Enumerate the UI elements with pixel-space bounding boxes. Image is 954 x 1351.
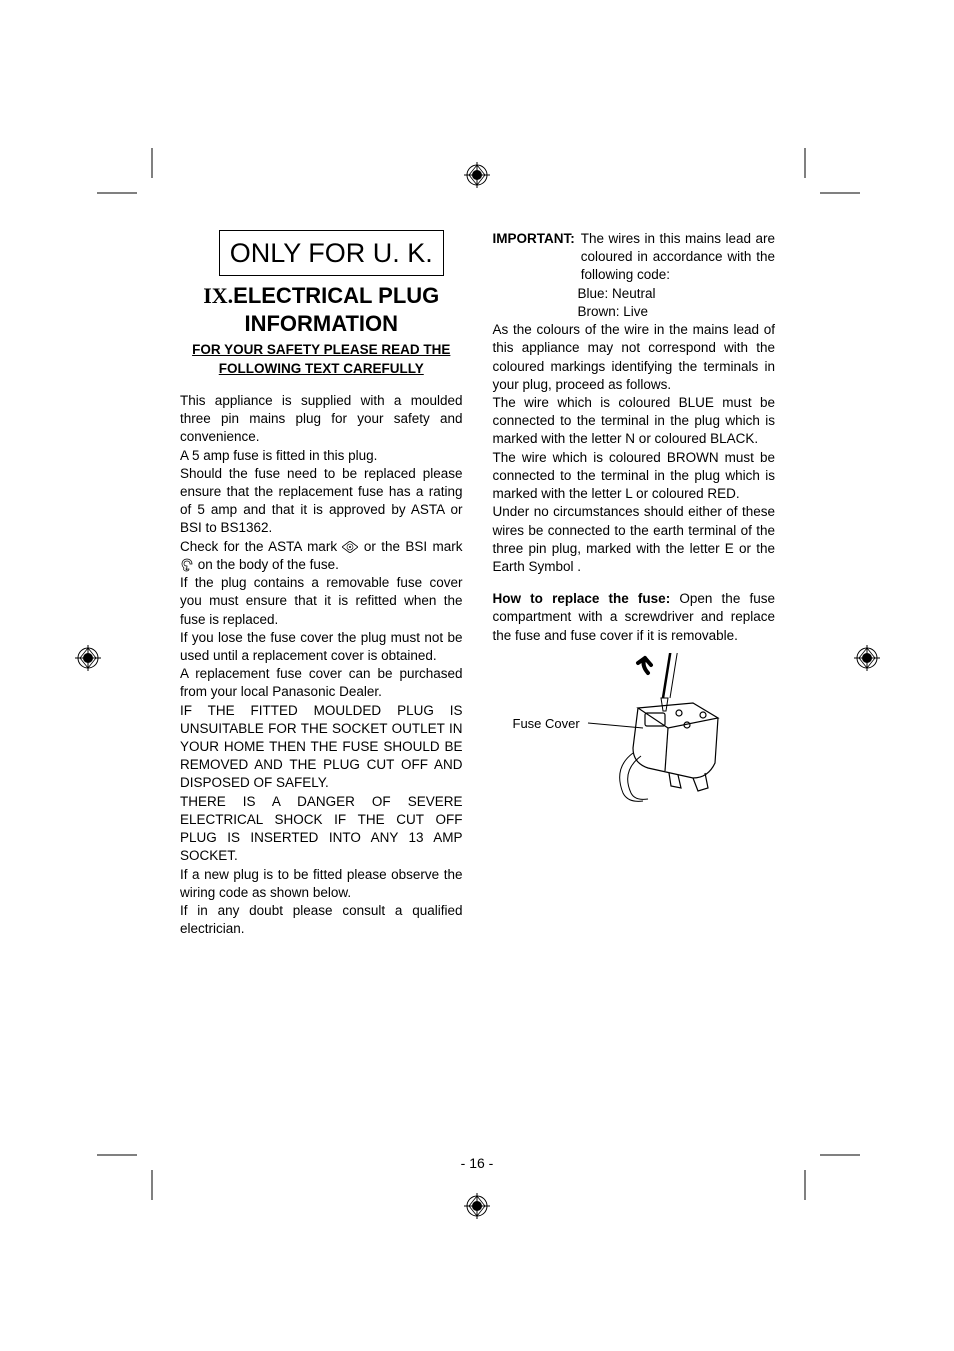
- page-number: - 16 -: [0, 1155, 954, 1171]
- para-3: Should the fuse need to be replaced plea…: [180, 465, 463, 538]
- rpara-3: The wire which is coloured BROWN must be…: [493, 449, 776, 504]
- para-4b: or the BSI mark: [358, 539, 462, 554]
- page-content: ONLY FOR U. K. IX.ELECTRICAL PLUG INFORM…: [180, 230, 775, 938]
- para-11: If in any doubt please consult a qualifi…: [180, 902, 463, 938]
- para-4: Check for the ASTA mark or the BSI mark …: [180, 538, 463, 574]
- safety-heading: FOR YOUR SAFETY PLEASE READ THE FOLLOWIN…: [180, 341, 463, 377]
- left-column: ONLY FOR U. K. IX.ELECTRICAL PLUG INFORM…: [180, 230, 463, 938]
- para-5: If the plug contains a removable fuse co…: [180, 574, 463, 629]
- para-4c: on the body of the fuse.: [194, 557, 339, 572]
- para-4a: Check for the ASTA mark: [180, 539, 342, 554]
- fuse-cover-label: Fuse Cover: [513, 715, 580, 733]
- boxed-header: ONLY FOR U. K.: [219, 230, 444, 276]
- registration-mark-right: [854, 645, 880, 671]
- bsi-mark-icon: [180, 558, 194, 572]
- rpara-2: The wire which is coloured BLUE must be …: [493, 394, 776, 449]
- fuse-label: How to replace the fuse:: [493, 591, 671, 606]
- registration-mark-bottom: [464, 1193, 490, 1219]
- section-prefix: IX.: [203, 283, 233, 308]
- important-label: IMPORTANT:: [493, 230, 575, 285]
- para-9: THERE IS A DANGER OF SEVERE ELECTRICAL S…: [180, 793, 463, 866]
- para-2: A 5 amp fuse is fitted in this plug.: [180, 447, 463, 465]
- important-block: IMPORTANT: The wires in this mains lead …: [493, 230, 776, 285]
- important-brown: Brown: Live: [493, 303, 776, 321]
- para-8: IF THE FITTED MOULDED PLUG IS UNSUITABLE…: [180, 702, 463, 793]
- rpara-4: Under no circumstances should either of …: [493, 503, 776, 576]
- para-6: If you lose the fuse cover the plug must…: [180, 629, 463, 665]
- important-text: The wires in this mains lead are coloure…: [581, 230, 775, 285]
- important-blue: Blue: Neutral: [493, 285, 776, 303]
- registration-mark-left: [75, 645, 101, 671]
- right-column: IMPORTANT: The wires in this mains lead …: [493, 230, 776, 938]
- section-title: IX.ELECTRICAL PLUG INFORMATION: [180, 282, 463, 337]
- section-title-text: ELECTRICAL PLUG INFORMATION: [233, 283, 439, 336]
- fuse-diagram: Fuse Cover: [493, 653, 773, 813]
- para-10: If a new plug is to be fitted please obs…: [180, 866, 463, 902]
- crop-mark-tl: [97, 148, 167, 218]
- asta-mark-icon: [342, 541, 358, 553]
- fuse-para: How to replace the fuse: Open the fuse c…: [493, 590, 776, 645]
- crop-mark-tr: [790, 148, 860, 218]
- crop-mark-bl: [97, 1140, 167, 1210]
- rpara-1: As the colours of the wire in the mains …: [493, 321, 776, 394]
- registration-mark-top: [464, 162, 490, 188]
- crop-mark-br: [790, 1140, 860, 1210]
- para-7: A replacement fuse cover can be purchase…: [180, 665, 463, 701]
- para-1: This appliance is supplied with a moulde…: [180, 392, 463, 447]
- plug-illustration: [493, 653, 773, 813]
